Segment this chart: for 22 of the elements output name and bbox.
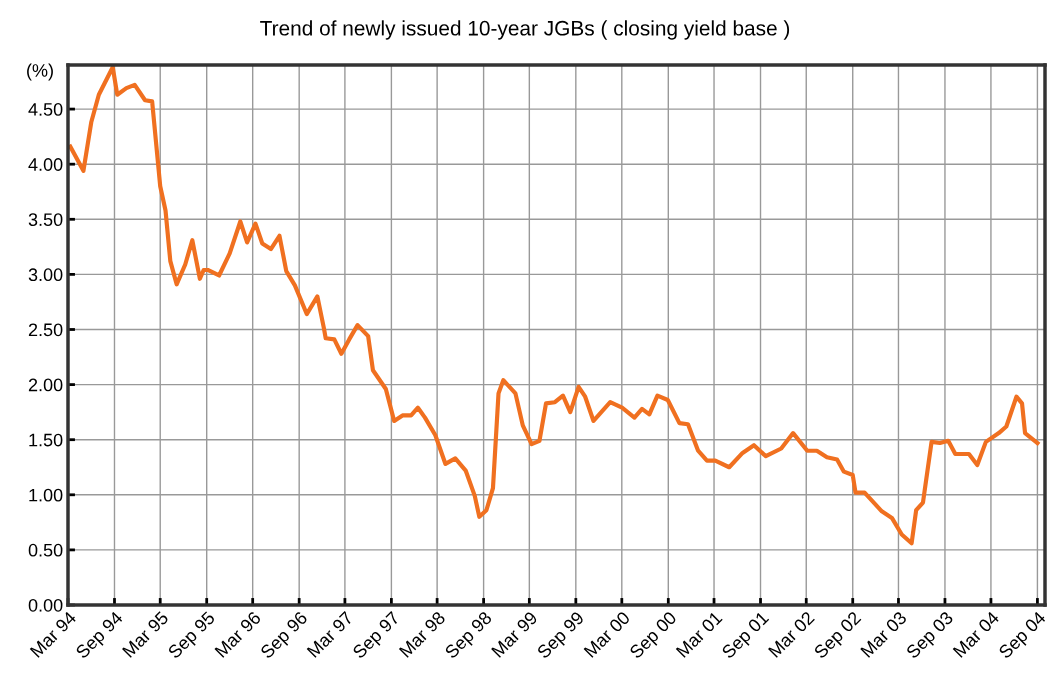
y-tick-label: 2.50 bbox=[28, 323, 63, 337]
x-tick-label: Mar 95 bbox=[121, 610, 170, 658]
y-tick-label: 2.00 bbox=[28, 378, 63, 392]
y-tick-label: 0.00 bbox=[28, 598, 63, 612]
x-tick-label: Mar 03 bbox=[860, 610, 908, 658]
y-tick-label: 1.50 bbox=[29, 433, 63, 447]
x-tick-label: Mar 04 bbox=[952, 610, 1000, 658]
x-tick-label: Mar 96 bbox=[214, 610, 262, 658]
x-tick-label: Mar 01 bbox=[675, 610, 723, 658]
y-tick-label: 4.00 bbox=[28, 158, 63, 171]
x-tick-label: Mar 99 bbox=[490, 610, 539, 658]
x-tick-label: Mar 00 bbox=[583, 610, 631, 658]
line-series bbox=[68, 65, 1040, 546]
y-tick-label: 0.50 bbox=[28, 543, 63, 557]
y-tick-label: 1.00 bbox=[29, 488, 63, 502]
chart-title: Trend of newly issued 10-year JGBs ( closing yield base ) bbox=[260, 20, 790, 40]
y-axis-title: (%) bbox=[27, 63, 53, 81]
x-tick-label: Mar 97 bbox=[306, 610, 354, 658]
y-tick-label: 3.00 bbox=[28, 268, 63, 282]
x-tick-label: Mar 98 bbox=[398, 610, 446, 658]
y-tick-label: 4.50 bbox=[28, 103, 63, 116]
y-tick-label: 3.50 bbox=[28, 213, 63, 227]
